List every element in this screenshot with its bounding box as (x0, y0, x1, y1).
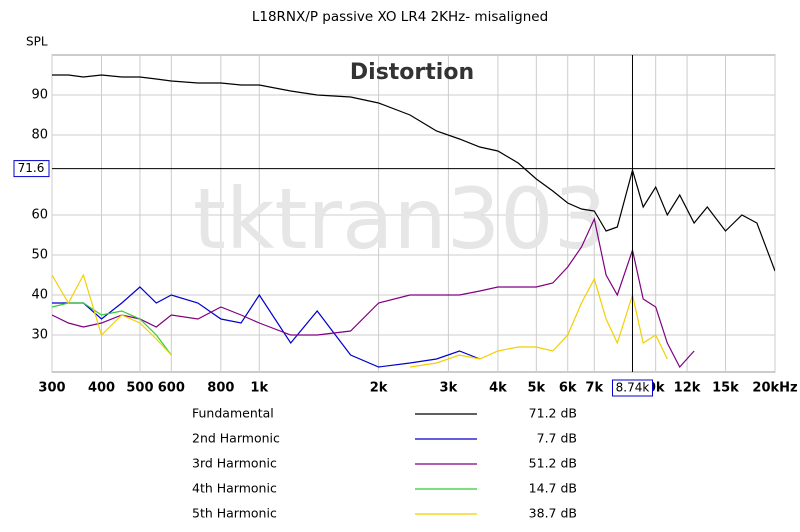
watermark: tktran303 (193, 170, 607, 268)
series-line (52, 273, 668, 368)
x-tick-label: 5k (527, 381, 545, 396)
x-tick-label: 2k (370, 381, 388, 396)
chart-title: L18RNX/P passive XO LR4 2KHz- misaligned (252, 9, 548, 25)
annotation: Distortion (350, 60, 474, 85)
x-tick-label: 4k (489, 381, 507, 396)
overlay: 30 40 50 60 80 90 300 400 500 600 800 1k 2k 3k 4k 5k 6k 7… (13, 55, 798, 521)
y-axis-label: SPL (26, 35, 48, 49)
legend-readout: 14.7 dB (529, 481, 577, 496)
x-tick-label: 1k (250, 381, 268, 396)
y-tick-label: 30 (31, 328, 48, 343)
x-tick-label: 400 (88, 381, 115, 396)
y-tick-label: 40 (31, 288, 48, 303)
legend-label: 2nd Harmonic (192, 431, 280, 446)
plot-area (51, 54, 776, 373)
x-tick-label: 12k (674, 381, 701, 396)
grid (51, 55, 776, 372)
legend-label: 4th Harmonic (192, 481, 277, 496)
legend-label: 3rd Harmonic (192, 456, 277, 471)
series-line (52, 74, 775, 272)
legend-readout: 51.2 dB (529, 456, 577, 471)
x-tick-label: 300 (38, 381, 65, 396)
y-tick-label: 50 (31, 248, 48, 263)
legend-readout: 71.2 dB (529, 406, 577, 421)
x-tick-label: 20kHz (752, 381, 797, 396)
x-tick-label: 6k (559, 381, 577, 396)
series-line (52, 302, 172, 356)
cursor-x-label: 8.74k (616, 381, 650, 395)
y-tick-label: 90 (31, 88, 48, 103)
cursor-box (611, 379, 653, 397)
x-tick-label: 500 (126, 381, 153, 396)
y-tick-label: 80 (31, 128, 48, 143)
legend-readout: 7.7 dB (537, 431, 577, 446)
x-tick-label: 7k (585, 381, 603, 396)
cursor-y-label: 71.6 (18, 161, 45, 175)
x-tick-label: 800 (207, 381, 234, 396)
y-tick-label: 60 (31, 208, 48, 223)
series-line (52, 217, 695, 369)
x-tick-label: 15k (712, 381, 739, 396)
legend-readout: 38.7 dB (529, 506, 577, 521)
x-tick-label: 3k (440, 381, 458, 396)
x-tick-label: 600 (158, 381, 185, 396)
cursor-box (13, 160, 50, 178)
lines (52, 74, 775, 369)
legend-label: Fundamental (192, 406, 274, 421)
legend-label: 5th Harmonic (192, 506, 277, 521)
